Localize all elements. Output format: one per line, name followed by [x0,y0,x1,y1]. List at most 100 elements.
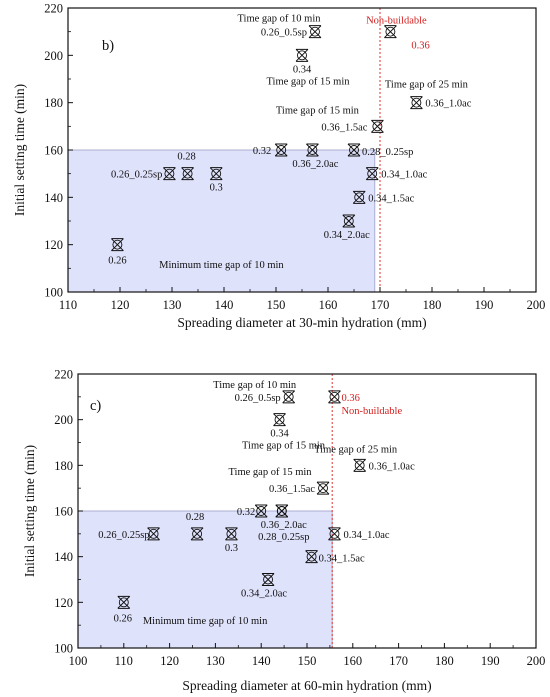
y-tick-label: 120 [54,596,73,610]
x-tick-label: 200 [527,654,546,668]
x-axis-label: Spreading diameter at 30-min hydration (… [177,315,426,330]
data-point: 0.36_1.0ac Time gap of 25 min [314,444,415,472]
panel-label: b) [102,38,114,54]
data-point: 0.3 [210,167,223,194]
point-marker-ring [283,391,294,402]
point-annotation: Time gap of 15 min [242,441,326,452]
point-label: 0.28 [186,512,204,523]
y-tick-label: 180 [44,96,63,110]
point-label: 0.32 [237,507,255,518]
point-label: 0.26_0.5sp [261,28,307,39]
point-label: 0.34 [270,429,289,440]
data-point: 0.34_1.0ac [365,167,428,181]
point-label: 0.34_2.0ac [324,230,370,241]
data-point: 0.34_1.0ac [328,527,390,541]
point-marker [190,527,204,541]
x-tick-label: 120 [111,298,130,312]
point-marker-ring [226,528,237,539]
x-tick-label: 150 [298,654,317,668]
point-marker [305,550,318,564]
point-label: 0.3 [225,543,238,554]
data-point: 0.26 [108,238,127,267]
data-point: 0.26 [114,595,132,624]
y-tick-label: 160 [44,144,63,158]
point-marker-ring [354,192,365,203]
x-tick-label: 190 [481,654,500,668]
data-point: 0.32 [237,504,268,518]
x-tick-label: 170 [371,298,390,312]
point-marker-ring [112,239,123,250]
point-label: 0.28_0.25sp [362,147,413,158]
point-marker [365,167,379,181]
point-marker-ring [192,528,203,539]
data-point: 0.36_1.0ac Time gap of 25 min [385,80,472,110]
y-tick-label: 140 [54,550,73,564]
point-marker [273,413,286,427]
point-marker-ring [354,460,365,471]
point-marker [384,25,397,39]
y-axis-label: Initial setting time (min) [22,445,37,577]
x-tick-label: 110 [59,298,77,312]
x-axis-label: Spreading diameter at 60-min hydration (… [182,678,431,693]
point-label: 0.36 [411,41,429,52]
x-tick-label: 130 [163,298,182,312]
point-marker [328,527,341,541]
y-tick-label: 220 [54,368,73,382]
data-point: 0.36 Non-buildable [366,16,430,52]
x-tick-label: 140 [252,654,271,668]
x-tick-label: 110 [115,654,133,668]
point-marker [181,167,194,181]
point-marker-ring [276,145,287,155]
point-marker [225,527,238,541]
x-tick-label: 160 [343,654,362,668]
y-tick-label: 120 [44,238,63,252]
data-point: 0.34_1.5ac [305,550,365,565]
point-label: 0.34_1.5ac [368,193,414,204]
data-point: 0.28_0.25sp [258,504,309,543]
data-point: 0.26_0.5sp Time gap of 10 min [237,14,322,39]
point-marker-ring [148,528,159,539]
point-marker [352,190,366,204]
point-marker-ring [263,574,274,585]
point-marker-ring [318,483,328,494]
point-label: 0.26_0.25sp [111,170,162,181]
point-marker [371,119,384,133]
point-marker-ring [329,391,340,402]
point-label: 0.34 [293,64,312,75]
y-axis-label: Initial setting time (min) [12,84,27,216]
y-tick-label: 140 [44,191,63,205]
buildable-region [67,149,376,293]
data-point: 0.28 [177,152,196,181]
panel-b: 110 120 130 140 150 160 170 180 190 200 100 120 140 1… [12,2,545,331]
buildable-region [77,510,333,649]
point-marker [111,238,124,252]
point-marker [306,143,319,157]
point-marker-ring [372,121,383,132]
x-tick-label: 200 [527,298,546,312]
point-annotation: Time gap of 15 min [229,467,313,478]
point-marker [117,595,131,609]
point-annotation: Non-buildable [366,16,427,27]
point-label: 0.36_1.5ac [269,484,315,495]
point-label: 0.32 [253,146,271,157]
point-marker [347,143,361,157]
point-marker [410,96,423,110]
y-tick-label: 200 [54,413,73,427]
point-label: 0.28 [177,152,195,163]
point-marker-ring [329,528,340,539]
point-marker-ring [182,168,193,179]
point-marker-ring [274,414,285,425]
x-tick-label: 160 [319,298,338,312]
x-tick-label: 190 [475,298,494,312]
data-point: 0.32 [253,143,288,157]
point-marker-ring [306,551,317,562]
data-point: 0.34_1.5ac [352,190,415,204]
y-tick-label: 100 [54,642,73,656]
point-annotation: Time gap of 15 min [276,105,360,116]
point-marker-ring [385,26,396,37]
x-tick-label: 100 [69,654,88,668]
point-marker-ring [211,168,222,179]
